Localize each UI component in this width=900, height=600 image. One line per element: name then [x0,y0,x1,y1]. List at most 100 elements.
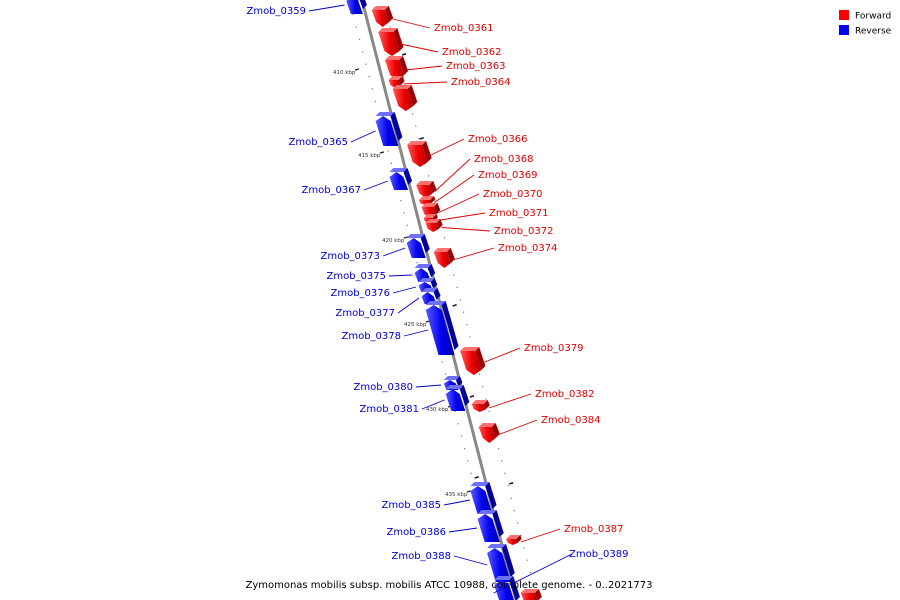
gene-label: Zmob_0376 [330,288,390,299]
gene-arrow [378,32,400,56]
guide-dot [402,76,404,78]
ruler-tick-label: 425 kbp [404,322,427,328]
gene-leader-line [438,193,480,213]
gene-segment [520,589,542,600]
gene-zmob-0366 [407,141,432,167]
gene-top [433,248,451,252]
gene-zmob-0365 [375,112,403,146]
gene-zmob-0388 [487,544,515,582]
backbone-dots [352,14,535,586]
genome-caption: Zymomonas mobilis subsp. mobilis ATCC 10… [245,580,652,591]
gene-arrow [407,145,428,167]
gene-leader-line [434,158,471,192]
guide-dot [403,212,405,214]
gene-zmob-0361 [371,6,394,27]
guide-dot [355,26,357,28]
guide-dot [533,584,535,586]
gene-top [416,181,434,185]
gene-top [443,376,460,380]
guide-dot [434,200,436,202]
gene-label: Zmob_0364 [451,77,511,88]
gene-arrow [478,427,496,443]
gene-leader-line [403,81,448,85]
gene-leader-line [421,399,445,410]
gene-arrow [406,238,426,258]
gene-side [483,400,490,410]
gene-arrow [425,223,439,232]
guide-dot [456,286,458,288]
gene-top [414,264,432,268]
gene-leader-line [434,174,475,203]
guide-dot [469,336,471,338]
guide-dot [359,38,361,40]
guide-dot [441,361,443,363]
gene-arrow [392,89,414,111]
gene-leader-line [363,180,388,191]
guide-dot [482,386,484,388]
gene-arrow [506,539,518,545]
gene-side [459,385,470,406]
gene-side [393,28,404,51]
gene-arrow [416,185,433,198]
gene-label: Zmob_0359 [246,6,306,17]
ruler-tick-label: 435 kbp [445,492,468,498]
gene-side [407,85,418,106]
guide-dot [513,510,516,512]
gene-top [478,423,496,427]
gene-zmob-0385 [470,482,497,514]
gene-label: Zmob_0362 [442,47,502,58]
guide-dot [412,113,414,115]
gene-leader-line [308,4,345,12]
gene-label: Zmob_0381 [359,404,419,415]
guide-dot [365,63,367,65]
gene-features: Zmob_0359 Zmob_0361 Zmob_0362 Zmob_0363 Zmob… [246,0,629,600]
gene-leader-line [350,130,376,143]
ruler-dash [419,137,424,140]
legend-label: Reverse [855,27,892,37]
legend: Forward Reverse [839,10,892,37]
gene-top [425,219,441,223]
gene-zmob-0364 [388,76,405,88]
guide-dot [374,100,377,102]
ruler-dash [474,476,479,479]
gene-label: Zmob_0386 [386,527,446,538]
gene-side [441,301,459,350]
gene-label: Zmob_0372 [494,226,554,237]
guide-dot [443,237,446,239]
gene-top [477,510,497,514]
gene-zmob-0374 [433,248,455,268]
guide-dot [428,175,430,177]
gene-arrow [384,60,405,80]
gene-side [475,347,486,370]
gene-side [429,181,437,194]
gene-leader-line [453,555,488,566]
legend-swatch [839,25,849,35]
gene-zmob-0382 [471,400,490,412]
gene-side [492,510,504,537]
gene-arrow [433,252,451,268]
gene-top [471,400,488,404]
guide-dot [526,559,528,561]
gene-arrow [460,351,482,375]
ruler-dash [452,304,457,307]
gene-label: Zmob_0374 [498,243,558,254]
gene-top [407,141,427,145]
guide-dot [352,14,354,16]
guide-dot [368,76,370,78]
gene-arrow [371,10,390,27]
gene-side [403,168,413,185]
gene-side [491,423,500,438]
guide-dot [418,138,420,140]
gene-top [506,535,521,539]
gene-leader-line [482,347,521,364]
gene-top [389,168,408,172]
guide-dot [444,373,447,375]
guide-dot [453,274,455,276]
guide-dot [463,311,465,313]
gene-top [425,301,446,305]
gene-label: Zmob_0363 [446,61,506,72]
gene-zmob-0384 [478,423,500,443]
gene-leader-line [415,384,442,388]
guide-dot [504,472,506,474]
